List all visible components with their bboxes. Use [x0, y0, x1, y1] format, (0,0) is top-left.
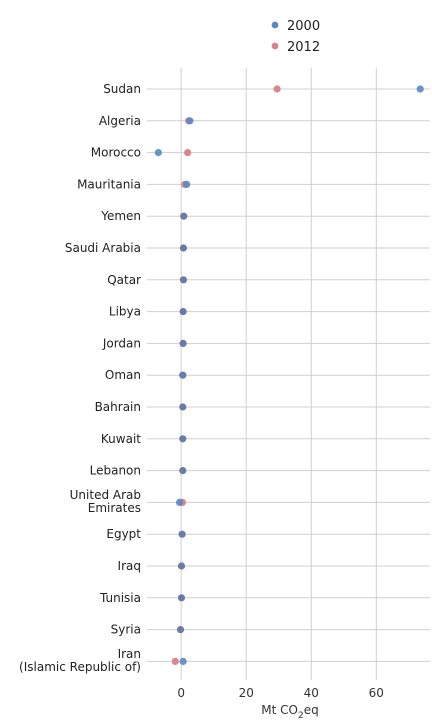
category-label-line: Syria — [111, 623, 141, 637]
point-both-jordan — [179, 339, 187, 347]
category-label-saudi-arabia: Saudi Arabia — [65, 241, 141, 255]
point-2000-iran-islamic-republic-of — [179, 657, 187, 666]
legend: 2000 2012 — [271, 19, 320, 55]
point-2000-united-arab-emirates — [175, 498, 184, 506]
point-2000-morocco — [154, 149, 162, 157]
category-label-line: Saudi Arabia — [65, 241, 141, 255]
point-both-yemen — [180, 212, 188, 220]
category-label-egypt: Egypt — [106, 527, 141, 541]
point-both-libya — [179, 308, 187, 316]
category-label-jordan: Jordan — [102, 336, 141, 350]
category-label-kuwait: Kuwait — [101, 432, 141, 446]
category-label-oman: Oman — [105, 368, 141, 382]
x-tick-label-20: 20 — [239, 686, 254, 700]
category-label-line: Egypt — [106, 527, 141, 541]
x-axis-title: Mt CO2eq — [261, 703, 318, 720]
category-label-united-arab-emirates: United Arab Emirates — [70, 488, 141, 515]
legend-label-2012: 2012 — [287, 40, 320, 55]
data-points — [154, 85, 424, 666]
category-label-mauritania: Mauritania — [77, 177, 141, 191]
category-label-line: Mauritania — [77, 177, 141, 191]
category-label-line: Kuwait — [101, 432, 141, 446]
vertical-gridlines — [180, 68, 377, 680]
point-both-egypt — [178, 530, 186, 538]
category-label-tunisia: Tunisia — [99, 591, 141, 605]
row-lines — [147, 88, 430, 662]
category-label-line: Qatar — [107, 273, 141, 287]
category-label-morocco: Morocco — [91, 146, 141, 160]
point-both-qatar — [179, 276, 188, 284]
category-label-iran-islamic-republic-of: Iran (Islamic Republic of) — [19, 647, 141, 674]
legend-swatch-2012 — [271, 42, 279, 50]
category-label-bahrain: Bahrain — [95, 400, 141, 414]
point-2012-sudan — [273, 85, 281, 93]
point-both-iraq — [177, 562, 186, 570]
category-label-line: Bahrain — [95, 400, 141, 414]
x-axis-title-main: Mt CO — [261, 703, 298, 717]
point-both-lebanon — [179, 467, 187, 475]
category-label-line: Sudan — [103, 82, 141, 96]
category-label-line: United Arab — [70, 488, 141, 502]
category-label-syria: Syria — [111, 623, 141, 637]
x-tick-label-60: 60 — [369, 686, 384, 700]
x-axis-title-suffix: eq — [304, 703, 319, 717]
category-label-line: Iran — [118, 647, 141, 661]
point-both-saudi-arabia — [179, 244, 188, 252]
point-both-kuwait — [179, 435, 187, 443]
point-2012-iran-islamic-republic-of — [171, 657, 179, 666]
x-axis-title-subscript: 2 — [298, 711, 304, 720]
category-label-line: Oman — [105, 368, 141, 382]
category-label-sudan: Sudan — [103, 82, 141, 96]
category-label-line: (Islamic Republic of) — [19, 660, 141, 674]
legend-swatch-2000 — [271, 21, 279, 29]
point-2000-algeria — [186, 117, 194, 125]
category-label-line: Algeria — [99, 114, 141, 128]
category-label-lebanon: Lebanon — [90, 464, 141, 478]
category-label-yemen: Yemen — [100, 209, 141, 223]
x-tick-label-40: 40 — [304, 686, 319, 700]
point-2000-sudan — [416, 85, 424, 93]
x-tick-label-0: 0 — [177, 686, 185, 700]
category-label-line: Libya — [109, 305, 141, 319]
point-both-syria — [176, 626, 185, 634]
x-axis-tick-labels: 0 20 40 60 — [177, 686, 384, 700]
category-label-line: Yemen — [100, 209, 141, 223]
category-label-line: Tunisia — [99, 591, 141, 605]
category-label-line: Iraq — [118, 559, 141, 573]
category-label-line: Emirates — [88, 501, 141, 515]
category-label-iraq: Iraq — [118, 559, 141, 573]
category-label-line: Morocco — [91, 146, 141, 160]
point-both-oman — [179, 371, 187, 379]
category-label-line: Lebanon — [90, 464, 141, 478]
category-labels: Sudan Algeria Morocco Mauritania Yemen Saudi … — [19, 82, 141, 674]
point-2000-mauritania — [183, 180, 191, 188]
legend-label-2000: 2000 — [287, 19, 320, 34]
point-both-tunisia — [177, 594, 186, 602]
category-label-libya: Libya — [109, 305, 141, 319]
point-both-bahrain — [179, 403, 187, 411]
category-label-line: Jordan — [102, 336, 141, 350]
category-label-algeria: Algeria — [99, 114, 141, 128]
point-2012-morocco — [184, 149, 192, 157]
category-label-qatar: Qatar — [107, 273, 141, 287]
